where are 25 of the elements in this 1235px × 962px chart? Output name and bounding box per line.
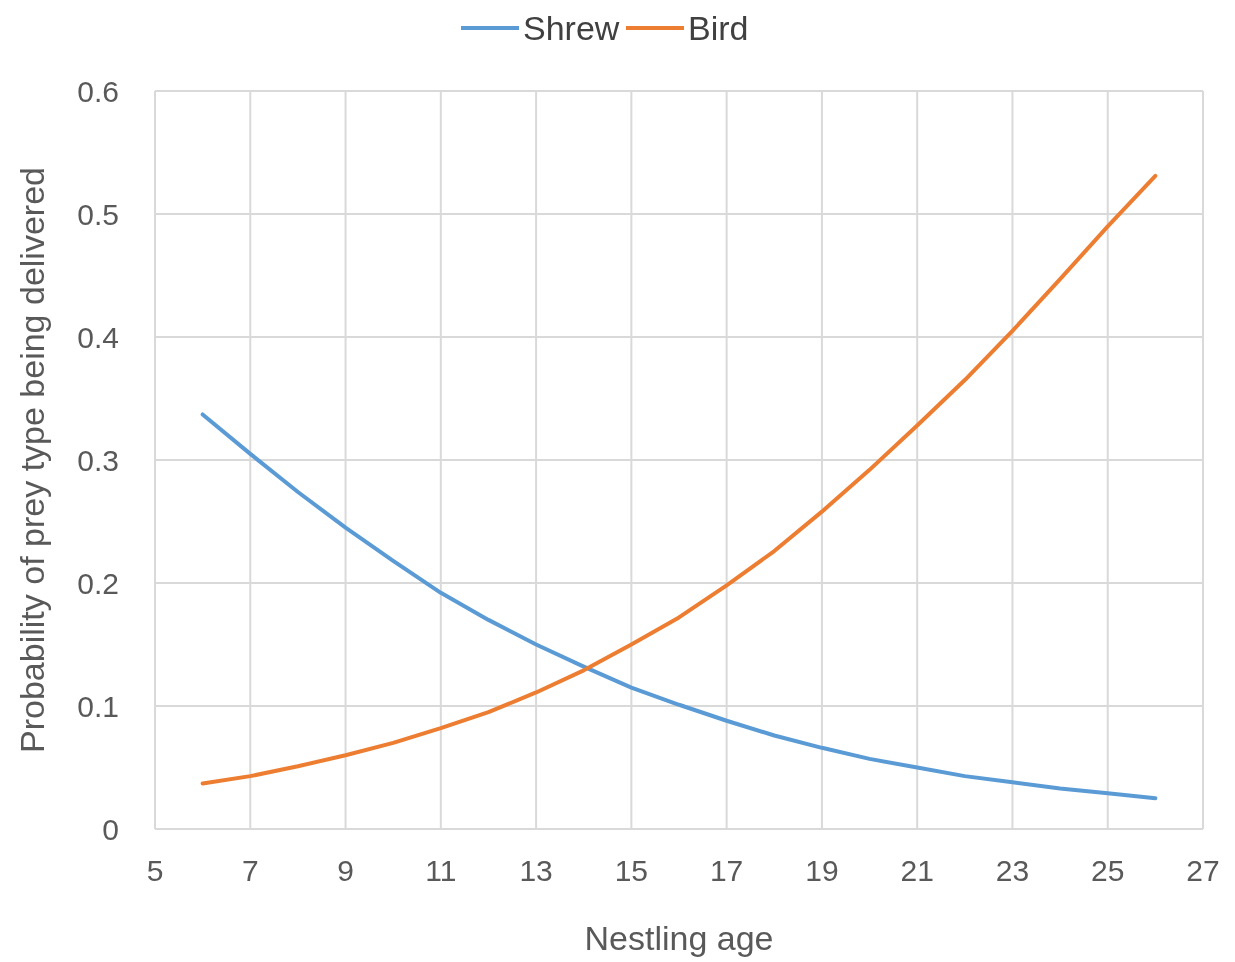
line-series	[200, 412, 1158, 801]
x-tick-label: 13	[519, 854, 553, 887]
x-tick-label: 27	[1186, 854, 1220, 887]
y-tick-label: 0.5	[77, 197, 119, 231]
y-axis-title: Probability of prey type being delivered	[13, 167, 51, 753]
x-tick-label: 5	[146, 854, 164, 887]
y-tick-label: 0.3	[77, 443, 119, 477]
y-tick-label: 0	[102, 812, 119, 846]
legend-label: Bird	[688, 8, 749, 47]
legend-label: Shrew	[523, 8, 620, 47]
x-axis-title: Nestling age	[584, 919, 774, 957]
x-tick-label: 11	[425, 854, 457, 887]
y-tick-label: 0.4	[77, 320, 119, 354]
x-tick-label: 19	[805, 854, 839, 887]
y-tick-label: 0.1	[77, 689, 119, 723]
x-tick-label: 7	[241, 854, 259, 887]
line-series	[200, 173, 1158, 786]
x-tick-label: 15	[614, 854, 649, 887]
x-tick-label: 25	[1091, 854, 1125, 887]
x-tick-label: 17	[709, 854, 744, 887]
x-tick-label: 23	[995, 854, 1030, 887]
x-tick-label: 21	[900, 854, 934, 887]
x-tick-label: 9	[337, 854, 354, 887]
y-tick-label: 0.6	[77, 74, 119, 108]
y-tick-label: 0.2	[77, 566, 119, 600]
